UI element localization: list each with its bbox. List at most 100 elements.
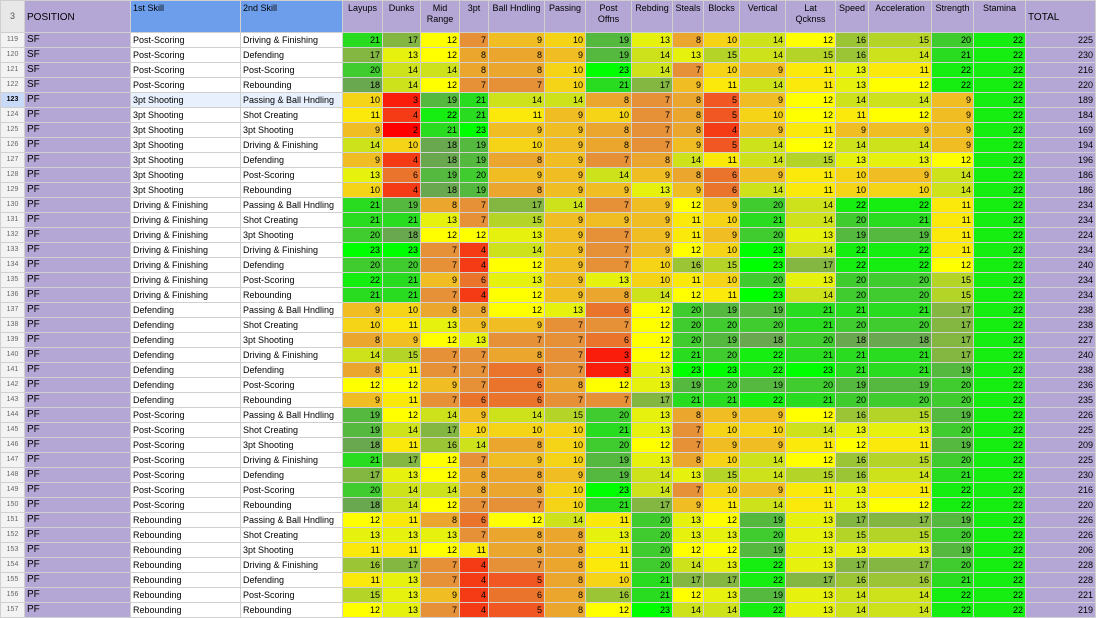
stat-cell[interactable]: 14: [488, 407, 545, 423]
stat-cell[interactable]: 22: [342, 272, 383, 288]
stat-cell[interactable]: 5: [703, 92, 740, 108]
stat-cell[interactable]: 12: [488, 302, 545, 318]
stat-cell[interactable]: 21: [342, 197, 383, 213]
stat-cell[interactable]: 23: [739, 257, 786, 273]
stat-cell[interactable]: 17: [785, 257, 836, 273]
stat-cell[interactable]: 6: [459, 392, 489, 408]
stat-cell[interactable]: 19: [672, 377, 704, 393]
stat-cell[interactable]: 12: [631, 347, 673, 363]
stat-cell[interactable]: 13: [488, 272, 545, 288]
stat-cell[interactable]: 7: [544, 332, 586, 348]
stat-cell[interactable]: 21: [785, 317, 836, 333]
skill1-cell[interactable]: Rebounding: [130, 512, 241, 528]
total-cell[interactable]: 240: [1025, 257, 1096, 273]
stat-cell[interactable]: 9: [631, 227, 673, 243]
position-cell[interactable]: PF: [24, 107, 131, 123]
table-row[interactable]: 120 SF Post-Scoring Defending 17 13 12 8 8 9 19 14 1…: [0, 47, 1096, 63]
total-cell[interactable]: 169: [1025, 122, 1096, 138]
stat-cell[interactable]: 11: [785, 122, 836, 138]
stat-cell[interactable]: 13: [631, 407, 673, 423]
stat-cell[interactable]: 21: [868, 347, 932, 363]
stat-cell[interactable]: 4: [459, 242, 489, 258]
total-cell[interactable]: 224: [1025, 227, 1096, 243]
stat-cell[interactable]: 16: [342, 557, 383, 573]
skill1-cell[interactable]: Post-Scoring: [130, 77, 241, 93]
stat-cell[interactable]: 17: [631, 77, 673, 93]
stat-cell[interactable]: 22: [973, 392, 1026, 408]
stat-cell[interactable]: 7: [631, 137, 673, 153]
stat-cell[interactable]: 8: [544, 602, 586, 618]
stat-cell[interactable]: 15: [931, 272, 974, 288]
stat-header[interactable]: 3pt: [459, 0, 489, 33]
stat-cell[interactable]: 11: [703, 287, 740, 303]
stat-cell[interactable]: 22: [931, 482, 974, 498]
stat-cell[interactable]: 13: [835, 77, 869, 93]
stat-cell[interactable]: 5: [488, 602, 545, 618]
total-cell[interactable]: 238: [1025, 302, 1096, 318]
stat-cell[interactable]: 9: [672, 182, 704, 198]
stat-cell[interactable]: 9: [585, 182, 632, 198]
skill1-cell[interactable]: Post-Scoring: [130, 422, 241, 438]
stat-cell[interactable]: 22: [973, 377, 1026, 393]
stat-cell[interactable]: 23: [631, 602, 673, 618]
row-number[interactable]: 142: [0, 377, 25, 393]
stat-cell[interactable]: 4: [382, 152, 421, 168]
position-cell[interactable]: PF: [24, 92, 131, 108]
skill2-cell[interactable]: 3pt Shooting: [240, 122, 343, 138]
stat-cell[interactable]: 19: [459, 137, 489, 153]
stat-cell[interactable]: 23: [382, 242, 421, 258]
stat-cell[interactable]: 19: [585, 452, 632, 468]
position-cell[interactable]: PF: [24, 437, 131, 453]
stat-cell[interactable]: 22: [835, 257, 869, 273]
skill1-cell[interactable]: Driving & Finishing: [130, 212, 241, 228]
skill2-cell[interactable]: Passing & Ball Hndling: [240, 512, 343, 528]
stat-cell[interactable]: 11: [382, 437, 421, 453]
skill2-cell[interactable]: Defending: [240, 47, 343, 63]
skill2-cell[interactable]: Rebounding: [240, 602, 343, 618]
stat-cell[interactable]: 22: [739, 572, 786, 588]
stat-cell[interactable]: 21: [931, 47, 974, 63]
stat-cell[interactable]: 12: [488, 287, 545, 303]
stat-cell[interactable]: 16: [835, 467, 869, 483]
stat-cell[interactable]: 11: [785, 482, 836, 498]
stat-cell[interactable]: 15: [703, 467, 740, 483]
skill2-cell[interactable]: Passing & Ball Hndling: [240, 302, 343, 318]
stat-cell[interactable]: 17: [835, 557, 869, 573]
stat-cell[interactable]: 21: [382, 287, 421, 303]
stat-cell[interactable]: 3: [585, 362, 632, 378]
stat-cell[interactable]: 14: [631, 467, 673, 483]
stat-cell[interactable]: 22: [973, 482, 1026, 498]
stat-cell[interactable]: 4: [459, 257, 489, 273]
stat-cell[interactable]: 9: [739, 407, 786, 423]
table-row[interactable]: 125 PF 3pt Shooting 3pt Shooting 9 2 21 23 9 9 8 7 8…: [0, 122, 1096, 138]
row-number[interactable]: 128: [0, 167, 25, 183]
stat-cell[interactable]: 12: [672, 587, 704, 603]
stat-cell[interactable]: 8: [544, 587, 586, 603]
skill1-cell[interactable]: Rebounding: [130, 587, 241, 603]
table-row[interactable]: 140 PF Defending Driving & Finishing 14 15 7 7 8…: [0, 347, 1096, 363]
stat-cell[interactable]: 7: [459, 347, 489, 363]
stat-cell[interactable]: 12: [672, 287, 704, 303]
stat-cell[interactable]: 12: [382, 407, 421, 423]
stat-cell[interactable]: 7: [585, 152, 632, 168]
stat-cell[interactable]: 19: [931, 362, 974, 378]
stat-cell[interactable]: 12: [631, 317, 673, 333]
stat-cell[interactable]: 12: [785, 137, 836, 153]
stat-cell[interactable]: 8: [488, 527, 545, 543]
stat-cell[interactable]: 6: [585, 332, 632, 348]
stat-cell[interactable]: 14: [931, 182, 974, 198]
stat-cell[interactable]: 6: [459, 272, 489, 288]
row-number[interactable]: 130: [0, 197, 25, 213]
stat-cell[interactable]: 10: [544, 497, 586, 513]
row-number[interactable]: 147: [0, 452, 25, 468]
row-number[interactable]: 131: [0, 212, 25, 228]
stat-cell[interactable]: 10: [703, 212, 740, 228]
skill1-cell[interactable]: Driving & Finishing: [130, 257, 241, 273]
stat-cell[interactable]: 14: [739, 497, 786, 513]
position-cell[interactable]: PF: [24, 332, 131, 348]
stat-cell[interactable]: 17: [382, 557, 421, 573]
skill1-header[interactable]: 1st Skill: [130, 0, 241, 33]
stat-cell[interactable]: 14: [672, 557, 704, 573]
stat-cell[interactable]: 11: [868, 482, 932, 498]
stat-cell[interactable]: 20: [342, 257, 383, 273]
